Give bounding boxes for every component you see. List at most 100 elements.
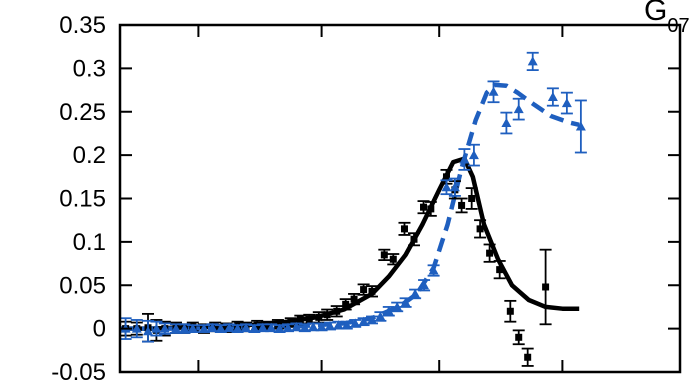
blue-data-point xyxy=(458,148,471,171)
triangle-marker xyxy=(400,297,411,307)
black-data-point xyxy=(521,347,534,367)
black-data-point xyxy=(504,299,517,323)
y-tick-label: 0.3 xyxy=(73,55,106,82)
square-marker xyxy=(400,225,408,233)
square-marker xyxy=(389,255,397,263)
triangle-marker xyxy=(410,288,421,298)
y-tick-label: 0.15 xyxy=(59,186,106,213)
square-marker xyxy=(323,311,331,319)
black-data-point xyxy=(465,187,478,210)
triangle-marker xyxy=(179,323,190,333)
blue-data-point xyxy=(512,97,525,121)
black-data-point xyxy=(398,221,411,236)
black-data-point xyxy=(474,219,487,239)
triangle-marker xyxy=(561,98,572,108)
square-marker xyxy=(410,235,418,243)
triangle-marker xyxy=(333,320,344,330)
blue-data-point xyxy=(418,279,431,292)
triangle-marker xyxy=(419,280,430,290)
black-data-point xyxy=(424,201,437,217)
triangle-marker xyxy=(428,265,439,275)
triangle-marker xyxy=(187,323,198,333)
triangle-marker xyxy=(449,182,460,192)
y-tick-label: 0.1 xyxy=(73,229,106,256)
blue-data-point xyxy=(487,80,500,104)
black-data-point xyxy=(539,248,552,326)
blue-data-point xyxy=(158,322,171,335)
data-marks xyxy=(120,51,587,367)
black-data-point xyxy=(512,329,525,346)
triangle-marker xyxy=(488,86,499,96)
triangle-marker xyxy=(159,323,170,333)
triangle-marker xyxy=(468,150,479,160)
triangle-marker xyxy=(547,92,558,102)
black-data-point xyxy=(330,305,343,318)
square-marker xyxy=(222,324,230,332)
square-marker xyxy=(427,205,435,213)
square-marker xyxy=(486,249,494,257)
square-marker xyxy=(368,287,376,295)
square-marker xyxy=(458,201,466,209)
black-data-point xyxy=(366,285,378,298)
corner-label-main: G xyxy=(644,0,667,27)
black-data-point xyxy=(387,253,400,266)
black-data-point xyxy=(378,248,391,261)
y-tick-label: 0.05 xyxy=(59,272,106,299)
triangle-marker xyxy=(257,322,268,332)
triangle-marker xyxy=(392,301,403,311)
square-marker xyxy=(506,307,514,315)
blue-data-point xyxy=(186,323,199,333)
triangle-marker xyxy=(383,306,394,316)
blue-data-point xyxy=(526,51,539,72)
blue-data-point xyxy=(130,319,143,339)
square-marker xyxy=(476,225,484,233)
corner-label: G07 xyxy=(644,0,690,37)
square-marker xyxy=(380,251,388,259)
square-marker xyxy=(542,283,550,291)
triangle-marker xyxy=(308,321,319,331)
triangle-marker xyxy=(501,118,512,128)
black-data-point xyxy=(357,283,370,296)
y-tick-label: 0 xyxy=(93,316,106,343)
blue-data-point xyxy=(574,99,587,154)
square-marker xyxy=(360,286,368,294)
black-data-point xyxy=(321,308,334,321)
triangle-marker xyxy=(207,322,218,332)
square-marker xyxy=(342,300,350,308)
triangle-marker xyxy=(291,321,302,331)
blue-data-point xyxy=(150,320,163,337)
triangle-marker xyxy=(575,121,586,131)
square-marker xyxy=(263,322,271,330)
tick-labels: -0.05 0 0.05 0.1 0.15 0.2 0.25 0.3 0.35 xyxy=(51,12,106,385)
blue-data-point xyxy=(560,91,573,115)
y-tick-label: -0.05 xyxy=(51,359,106,385)
corner-label-sub: 07 xyxy=(667,15,689,37)
square-marker xyxy=(305,315,313,323)
triangle-marker xyxy=(459,154,470,164)
square-marker xyxy=(315,313,323,321)
triangle-marker xyxy=(151,323,162,333)
triangle-marker xyxy=(131,323,142,333)
square-marker xyxy=(442,173,450,181)
blue-data-point xyxy=(427,264,440,277)
blue-data-point xyxy=(500,111,513,135)
triangle-marker xyxy=(513,104,524,114)
square-marker xyxy=(333,307,341,315)
triangle-marker xyxy=(143,326,153,336)
black-data-point xyxy=(493,260,506,280)
square-marker xyxy=(515,333,523,341)
blue-data-point xyxy=(467,143,480,167)
blue-data-point xyxy=(546,87,559,107)
square-marker xyxy=(296,316,304,324)
triangle-marker xyxy=(375,311,386,321)
y-tick-label: 0.25 xyxy=(59,99,106,126)
blue-data-point xyxy=(440,179,453,196)
triangle-marker xyxy=(241,322,251,332)
triangle-marker xyxy=(441,182,452,192)
black-data-point xyxy=(339,298,352,311)
square-marker xyxy=(524,353,532,361)
triangle-marker xyxy=(527,56,538,66)
triangle-marker xyxy=(171,323,181,333)
square-marker xyxy=(496,266,504,274)
